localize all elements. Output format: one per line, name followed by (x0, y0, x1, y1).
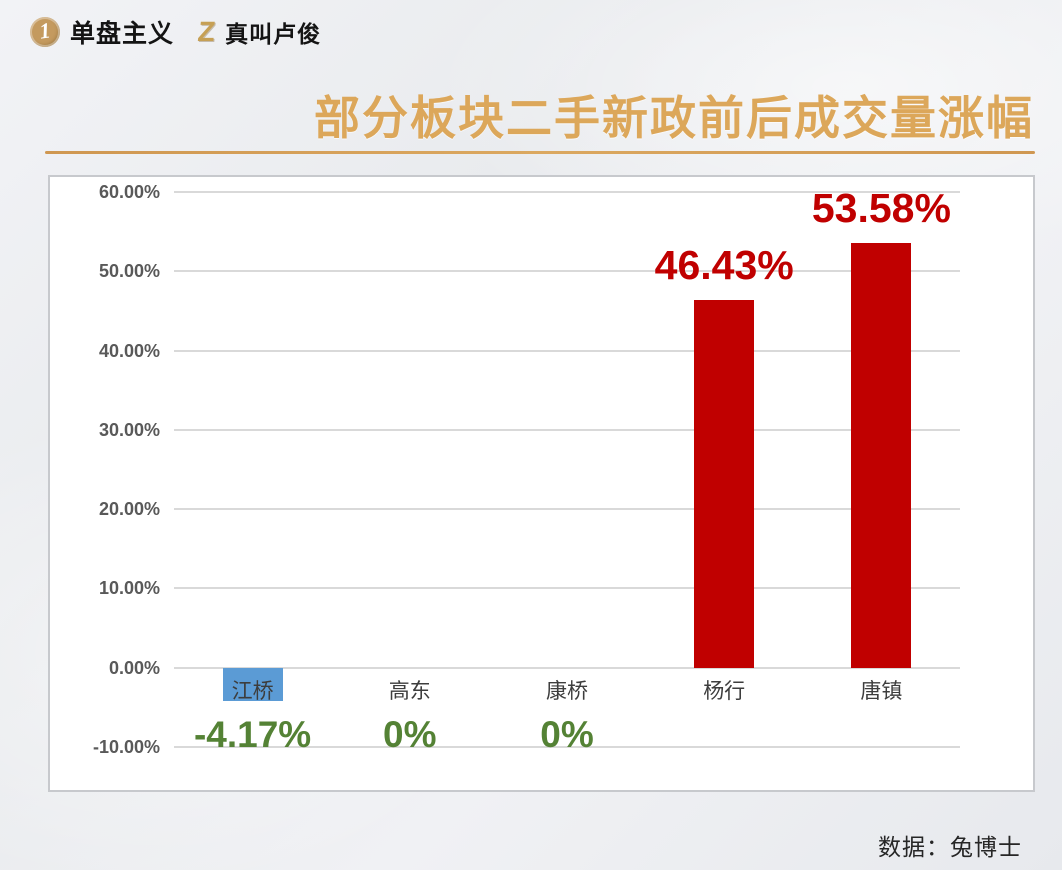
value-label-康桥: 0% (540, 713, 594, 755)
y-axis-tick-label: 60.00% (98, 182, 160, 202)
data-source: 数据：兔博士 (878, 835, 1022, 860)
bar-highlighted-江桥 (222, 667, 283, 701)
brand-name-1: 单盘主义 (70, 20, 175, 48)
category-label-康桥: 康桥 (546, 678, 588, 703)
bar-唐镇 (851, 242, 912, 668)
y-axis-tick-label: 30.00% (98, 419, 160, 440)
page-title: 部分板块二手新政前后成交量涨幅 (314, 92, 1034, 144)
title-underline (45, 151, 1035, 154)
bar-杨行 (694, 299, 755, 668)
chart-panel: 60.00% 50.00% 40.00% 30.00% 20.00% 10.00% 0.00… (48, 175, 1035, 792)
y-axis-tick-label: 40.00% (98, 340, 160, 361)
gridline (174, 587, 960, 590)
z-logo-icon: Z (196, 16, 217, 47)
category-label-江桥: 江桥 (231, 678, 274, 703)
category-label-高东: 高东 (388, 678, 431, 703)
gridline (174, 746, 960, 748)
y-axis-tick-label: 0.00% (108, 657, 160, 678)
value-label-江桥: -4.17% (193, 713, 312, 755)
gridline (174, 270, 960, 273)
value-label-杨行: 46.43% (654, 241, 794, 288)
value-label-高东: 0% (383, 713, 437, 755)
gridline (174, 508, 960, 511)
brand-name-2: 真叫卢俊 (225, 21, 322, 47)
gridline (174, 428, 960, 431)
brand-header: 1 单盘主义 Z 真叫卢俊 (30, 14, 321, 50)
category-label-杨行: 杨行 (703, 678, 746, 703)
gridline (174, 191, 960, 193)
value-label-唐镇: 53.58% (811, 184, 951, 231)
y-axis-tick-label: 10.00% (98, 578, 160, 599)
y-axis-tick-label: -10.00% (92, 737, 160, 757)
y-axis-tick-label: 20.00% (98, 499, 160, 520)
plot-area: 60.00% 50.00% 40.00% 30.00% 20.00% 10.00% 0.00… (93, 183, 960, 756)
gridline (174, 666, 960, 669)
category-label-唐镇: 唐镇 (860, 678, 903, 703)
y-axis-tick-label: 50.00% (98, 261, 160, 282)
coin-1-icon: 1 (30, 17, 60, 47)
coin-digit: 1 (37, 17, 53, 44)
gridline (174, 349, 960, 352)
